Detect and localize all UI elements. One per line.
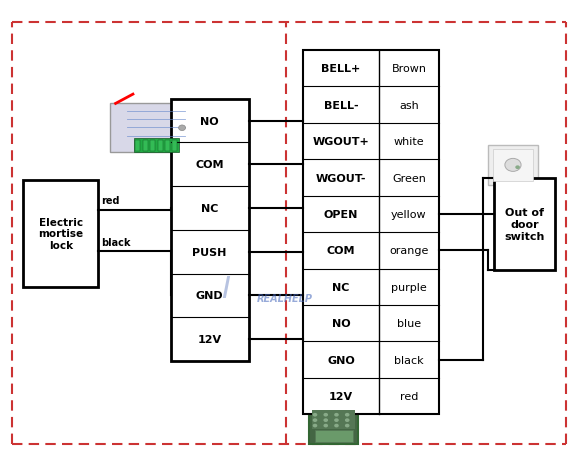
Bar (493, 150, 533, 181)
Text: PUSH: PUSH (192, 247, 227, 257)
Text: Ӏ: Ӏ (221, 275, 230, 304)
Text: Green: Green (392, 173, 426, 183)
Bar (303, 51, 439, 414)
Text: REALHELP: REALHELP (257, 294, 313, 304)
Text: Brown: Brown (391, 64, 427, 74)
Text: red: red (101, 196, 120, 206)
Bar (150, 141, 155, 151)
Circle shape (334, 424, 339, 427)
Text: NO: NO (200, 116, 219, 126)
Bar (143, 141, 148, 151)
Text: black: black (101, 238, 131, 247)
Text: orange: orange (389, 246, 429, 256)
Circle shape (515, 166, 520, 169)
Text: BELL+: BELL+ (321, 64, 361, 74)
Circle shape (505, 159, 521, 172)
Circle shape (313, 419, 317, 422)
Text: NC: NC (201, 204, 218, 213)
Text: yellow: yellow (391, 209, 427, 219)
Text: 12V: 12V (198, 334, 221, 344)
Text: COM: COM (195, 160, 224, 170)
Text: BELL-: BELL- (324, 100, 358, 111)
Circle shape (334, 413, 339, 417)
Bar (312, 410, 355, 430)
Circle shape (345, 419, 350, 422)
Bar (488, 146, 538, 185)
Circle shape (179, 125, 186, 131)
Text: GND: GND (196, 291, 223, 301)
Text: ash: ash (399, 100, 419, 111)
Text: WGOUT+: WGOUT+ (313, 137, 369, 147)
Bar (165, 141, 170, 151)
Bar (110, 104, 191, 153)
Circle shape (313, 413, 317, 417)
Circle shape (313, 424, 317, 427)
Bar (158, 141, 162, 151)
Text: black: black (394, 355, 424, 365)
Circle shape (345, 413, 350, 417)
Circle shape (334, 419, 339, 422)
Text: purple: purple (391, 282, 427, 292)
Text: white: white (394, 137, 424, 147)
Circle shape (324, 424, 328, 427)
Text: WGOUT-: WGOUT- (316, 173, 366, 183)
Bar (171, 100, 249, 361)
Text: COM: COM (327, 246, 355, 256)
Text: GNO: GNO (327, 355, 355, 365)
Circle shape (324, 413, 328, 417)
Text: blue: blue (397, 319, 421, 329)
Bar (172, 141, 177, 151)
Bar (315, 431, 353, 442)
Text: red: red (400, 391, 418, 401)
Text: NC: NC (332, 282, 350, 292)
Bar (135, 141, 140, 151)
Text: NO: NO (332, 319, 350, 329)
Circle shape (324, 419, 328, 422)
Circle shape (345, 424, 350, 427)
Bar (23, 181, 98, 287)
Text: 12V: 12V (329, 391, 353, 401)
Text: Out of
door
switch: Out of door switch (505, 208, 544, 241)
Bar (494, 178, 555, 271)
Bar (134, 139, 179, 153)
Text: OPEN: OPEN (324, 209, 358, 219)
Bar (309, 405, 358, 444)
Text: Electric
mortise
lock: Electric mortise lock (38, 217, 83, 250)
